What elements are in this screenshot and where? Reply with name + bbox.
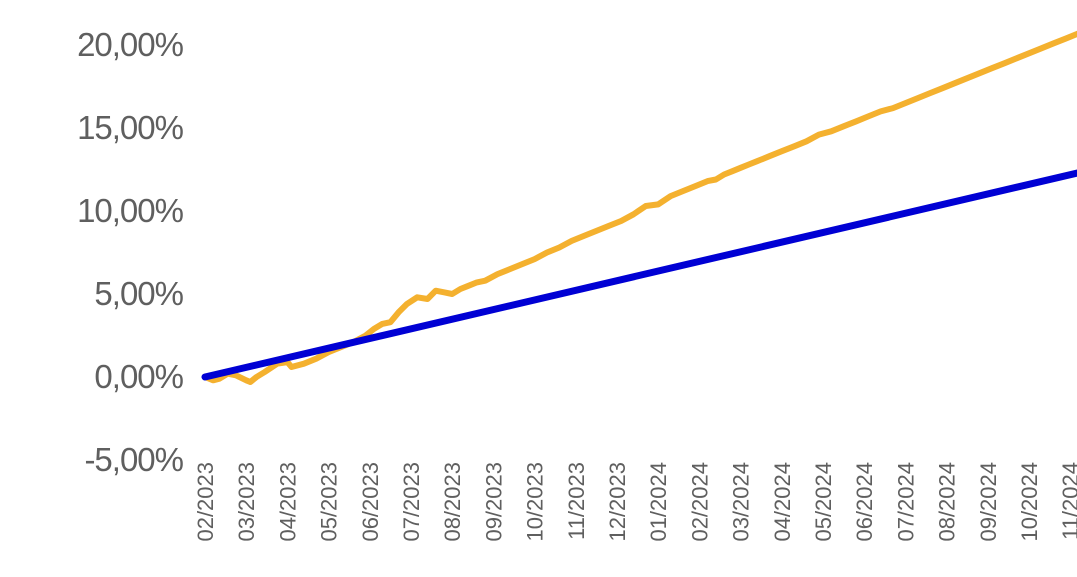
- y-tick-label: -5,00%: [84, 441, 183, 478]
- x-tick-label: 04/2024: [770, 462, 795, 542]
- x-tick-label: 02/2024: [687, 462, 712, 542]
- series-line-2: [201, 169, 1077, 381]
- x-tick-label: 03/2023: [234, 462, 259, 542]
- series-line-1: [202, 30, 1077, 385]
- x-tick-label: 07/2024: [893, 462, 918, 542]
- x-tick-label: 05/2023: [317, 462, 342, 542]
- x-tick-label: 07/2023: [399, 462, 424, 542]
- x-tick-label: 12/2023: [605, 462, 630, 542]
- x-tick-label: 01/2024: [646, 462, 671, 542]
- x-tick-label: 03/2024: [729, 462, 754, 542]
- y-tick-label: 20,00%: [77, 26, 184, 63]
- x-tick-label: 11/2024: [1058, 462, 1077, 540]
- x-tick-label: 02/2023: [193, 462, 218, 542]
- x-tick-label: 05/2024: [811, 462, 836, 542]
- x-tick-label: 08/2023: [440, 462, 465, 542]
- y-tick-label: 10,00%: [77, 192, 184, 229]
- x-tick-label: 11/2023: [564, 462, 589, 540]
- x-tick-label: 04/2023: [275, 462, 300, 542]
- y-axis: -5,00% 0,00% 5,00% 10,00% 15,00% 20,00%: [77, 26, 185, 478]
- x-tick-label: 09/2024: [976, 462, 1001, 542]
- y-tick-label: 5,00%: [94, 275, 183, 312]
- x-tick-label: 08/2024: [935, 462, 960, 542]
- x-tick-label: 10/2023: [523, 462, 548, 542]
- y-tick-label: 0,00%: [94, 358, 183, 395]
- x-tick-label: 06/2024: [852, 462, 877, 542]
- plot-area: [201, 30, 1077, 385]
- x-tick-label: 10/2024: [1017, 462, 1042, 542]
- x-tick-label: 06/2023: [358, 462, 383, 542]
- y-tick-label: 15,00%: [77, 109, 184, 146]
- x-tick-label: 09/2023: [481, 462, 506, 542]
- x-axis: 02/2023 03/2023 04/2023 05/2023 06/2023 07/20…: [193, 462, 1077, 542]
